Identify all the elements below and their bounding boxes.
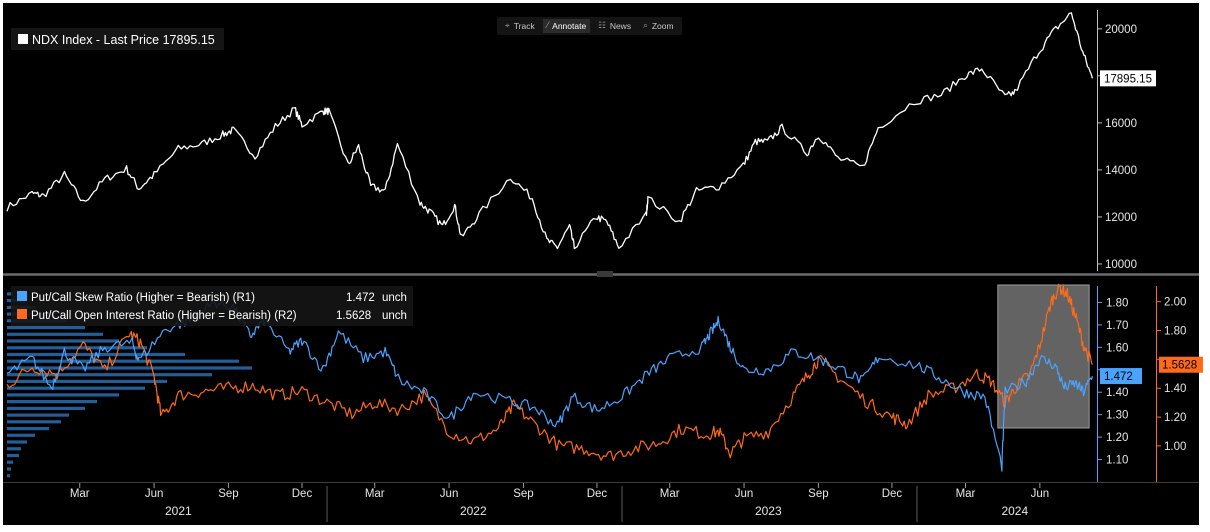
x-month-label: Mar xyxy=(70,488,90,500)
ndx-legend-box xyxy=(11,28,224,50)
skew-legend-swatch xyxy=(17,291,27,301)
volume-profile-bar xyxy=(7,420,61,424)
skew-last-value-badge xyxy=(1100,368,1142,385)
skew-last-value: 1.472 xyxy=(1104,371,1133,383)
skew-legend-value: 1.472 xyxy=(346,292,375,304)
ndx-legend-swatch xyxy=(18,34,28,44)
volume-profile-bar xyxy=(7,440,27,444)
r1-tick-label: 1.80 xyxy=(1106,297,1128,309)
ndx-y-tick-label: 20000 xyxy=(1105,24,1137,36)
volume-profile-bar xyxy=(7,339,119,343)
volume-profile-bar xyxy=(7,467,11,471)
volume-profile-bar xyxy=(7,332,103,336)
ndx-y-tick-label: 16000 xyxy=(1105,118,1137,130)
news-button[interactable]: ☷ News xyxy=(594,19,635,33)
x-month-label: Jun xyxy=(145,488,164,500)
r1-tick-label: 1.60 xyxy=(1106,342,1128,354)
ndx-y-tick-label: 12000 xyxy=(1105,212,1137,224)
r1-tick-label: 1.70 xyxy=(1106,320,1128,332)
volume-profile-bar xyxy=(7,326,85,330)
r2-tick-label: 1.80 xyxy=(1164,326,1186,338)
x-month-label: Mar xyxy=(660,488,680,500)
r2-tick-label: 1.00 xyxy=(1164,441,1186,453)
volume-profile-bar xyxy=(7,447,21,451)
x-month-label: Mar xyxy=(365,488,385,500)
put-call-oi-ratio-line[interactable] xyxy=(6,283,1093,461)
oi-legend-swatch xyxy=(17,309,27,319)
x-year-label: 2023 xyxy=(755,504,782,518)
track-button[interactable]: ⌖ Track xyxy=(501,19,539,33)
skew-legend-label: Put/Call Skew Ratio (Higher = Bearish) (… xyxy=(31,292,255,304)
volume-profile-bar xyxy=(7,366,252,370)
news-label: News xyxy=(609,21,632,31)
panel-resize-handle[interactable] xyxy=(597,271,613,277)
volume-profile-bar xyxy=(7,292,13,296)
ndx-price-line[interactable] xyxy=(6,12,1094,250)
annotate-button[interactable]: ⁄ Annotate xyxy=(542,19,591,33)
ndx-legend-label: NDX Index - Last Price 17895.15 xyxy=(32,33,215,47)
x-year-label: 2022 xyxy=(460,504,487,518)
x-axis-background xyxy=(3,485,1199,525)
volume-profile-bar xyxy=(7,359,239,363)
volume-profile-bar xyxy=(7,393,119,397)
volume-profile-bar xyxy=(7,386,145,390)
r1-tick-label: 1.30 xyxy=(1106,410,1128,422)
ratio-legend-box xyxy=(11,286,413,326)
x-month-label: Mar xyxy=(956,488,976,500)
track-label: Track xyxy=(513,21,535,31)
news-icon: ☷ xyxy=(598,21,606,31)
r1-tick-label: 1.20 xyxy=(1106,432,1128,444)
x-month-label: Jun xyxy=(735,488,754,500)
chart-toolbar: ⌖ Track ⁄ Annotate ☷ News ⌕ Zoom xyxy=(497,17,682,35)
oi-legend-change: unch xyxy=(382,310,407,322)
x-month-label: Sep xyxy=(513,488,533,500)
volume-profile-bar xyxy=(7,427,49,431)
ndx-y-tick-label: 14000 xyxy=(1105,165,1137,177)
x-month-label: Dec xyxy=(292,488,313,500)
x-month-label: Sep xyxy=(808,488,828,500)
skew-legend-change: unch xyxy=(382,292,407,304)
r1-tick-label: 1.40 xyxy=(1106,387,1128,399)
volume-profile-bar xyxy=(7,413,69,417)
annotate-label: Annotate xyxy=(552,21,587,31)
volume-profile-bar xyxy=(7,460,13,464)
volume-profile-bar xyxy=(7,453,19,458)
r2-tick-label: 2.00 xyxy=(1164,297,1186,309)
volume-profile-bar xyxy=(7,406,85,410)
ndx-last-price-value: 17895.15 xyxy=(1104,73,1152,85)
magnifier-icon: ⌕ xyxy=(643,21,648,31)
zoom-label: Zoom xyxy=(651,21,674,31)
x-month-label: Sep xyxy=(218,488,238,500)
crosshair-icon: ⌖ xyxy=(505,21,510,31)
pencil-icon: ⁄ xyxy=(546,21,549,31)
zoom-button[interactable]: ⌕ Zoom xyxy=(639,19,678,33)
x-month-label: Jun xyxy=(440,488,459,500)
volume-profile-bar xyxy=(7,373,212,377)
volume-profile-bar xyxy=(7,433,35,437)
oi-legend-value: 1.5628 xyxy=(336,310,371,322)
volume-profile-bar xyxy=(7,400,97,404)
r2-tick-label: 1.40 xyxy=(1164,383,1186,395)
x-month-label: Dec xyxy=(587,488,608,500)
oi-last-value-badge xyxy=(1159,356,1203,373)
x-month-label: Jun xyxy=(1031,488,1050,500)
oi-last-value: 1.5628 xyxy=(1162,360,1197,372)
volume-profile-bar xyxy=(7,474,10,478)
volume-profile-bar xyxy=(7,379,167,383)
r1-tick-label: 1.10 xyxy=(1106,455,1128,467)
ndx-last-price-badge xyxy=(1100,70,1156,87)
oi-legend-label: Put/Call Open Interest Ratio (Higher = B… xyxy=(31,310,297,322)
x-year-label: 2024 xyxy=(1001,504,1028,518)
ndx-y-tick-label: 10000 xyxy=(1105,259,1137,271)
volume-profile-bar xyxy=(7,346,147,350)
x-year-label: 2021 xyxy=(165,504,192,518)
r2-tick-label: 1.20 xyxy=(1164,412,1186,424)
x-month-label: Dec xyxy=(882,488,903,500)
